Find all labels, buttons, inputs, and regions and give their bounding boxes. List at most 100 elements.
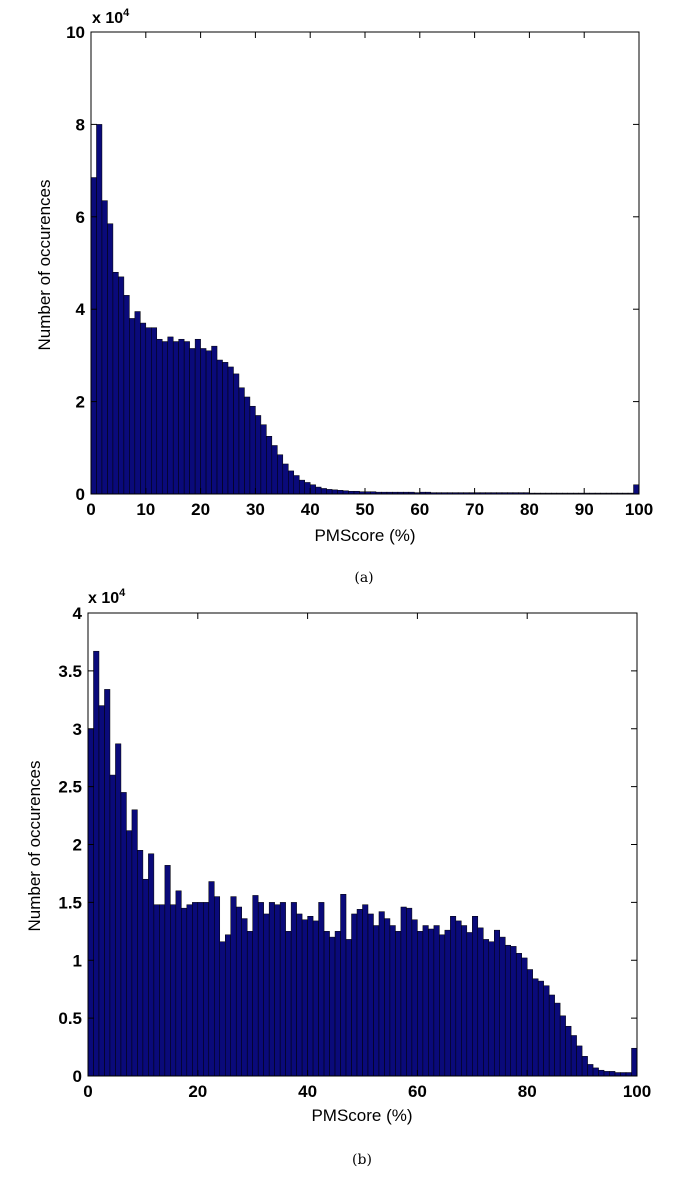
bar [126,830,133,1077]
bar [494,929,501,1077]
x-tick-label: 60 [410,500,429,519]
bar [411,919,418,1077]
bar [151,327,158,495]
bar [320,488,327,495]
bar [90,177,97,495]
bar [172,341,179,495]
bar [548,994,555,1077]
x-tick-label: 0 [86,500,95,519]
bar [439,934,446,1077]
bar [238,387,245,495]
bar [285,931,292,1077]
bar [331,489,338,495]
bar [345,939,352,1077]
bar [304,482,311,495]
bar [614,1072,621,1077]
x-axis-label-b: PMScore (%) [311,1106,412,1125]
bar [244,396,251,495]
bar [315,486,322,495]
bar [293,475,300,495]
bar [620,1072,627,1077]
bar [510,946,517,1077]
bar [115,743,122,1077]
bar [433,925,440,1077]
bar [298,479,305,495]
x-tick-label: 20 [188,1082,207,1101]
bar [395,931,402,1077]
bar [167,336,174,495]
bar [96,124,103,495]
bar [312,920,319,1077]
x-tick-label: 30 [246,500,265,519]
bar [279,902,286,1077]
y-tick-label: 1 [73,951,82,970]
bar [266,436,273,495]
x-tick-label: 60 [408,1082,427,1101]
x-tick-label: 100 [623,1082,651,1101]
x-tick-label: 70 [465,500,484,519]
bar [378,911,385,1077]
bar [290,902,297,1077]
bar [118,276,125,495]
x-axis-label-a: PMScore (%) [314,526,415,545]
bar [181,907,188,1077]
y-tick-label: 2 [76,393,85,412]
bar [109,774,116,1077]
bar [230,896,237,1077]
bar [101,200,108,495]
bar [329,936,336,1077]
bar [214,896,221,1077]
bar [428,928,435,1077]
x-tick-label: 80 [518,1082,537,1101]
bar [216,359,223,495]
x-tick-label: 90 [575,500,594,519]
bar [120,792,127,1077]
bar [164,865,171,1077]
bar [98,705,105,1077]
bar [159,904,166,1077]
bar [263,913,270,1077]
bar [515,953,522,1077]
y-tick-label: 3.5 [58,662,82,681]
panel-caption-a: (a) [354,570,373,586]
bar [107,223,114,495]
bar [271,445,278,495]
bar [477,927,484,1077]
bar [598,1069,605,1077]
bar [255,415,262,495]
bar [334,931,341,1077]
bar [559,1015,566,1077]
x-tick-label: 100 [625,500,653,519]
bar [499,936,506,1077]
bar [521,957,528,1077]
y-tick-label: 10 [66,23,85,42]
bar [235,906,242,1077]
x-tick-label: 0 [83,1082,92,1101]
bar [170,904,177,1077]
x-tick-label: 20 [191,500,210,519]
bar [225,934,231,1077]
bar [175,890,182,1077]
bar [337,490,344,495]
bar [400,906,407,1077]
bar [356,909,363,1077]
chart-panel-a: x 104 Number of occurences PMScore (%) (… [35,7,653,586]
bar [153,904,160,1077]
bar [142,878,149,1077]
bar [222,362,229,495]
bar [384,918,391,1077]
x-tick-label: 10 [136,500,155,519]
bar [246,931,253,1077]
bar [532,978,539,1077]
bar [307,916,314,1077]
bar [455,920,462,1077]
bar [472,916,479,1077]
bar [323,931,330,1077]
bar [587,1064,594,1077]
bar [633,484,640,495]
bar [197,902,204,1077]
bar [326,489,333,495]
bar [200,348,207,495]
y-axis-label-b: Number of occurences [25,760,44,931]
bar [112,271,119,495]
